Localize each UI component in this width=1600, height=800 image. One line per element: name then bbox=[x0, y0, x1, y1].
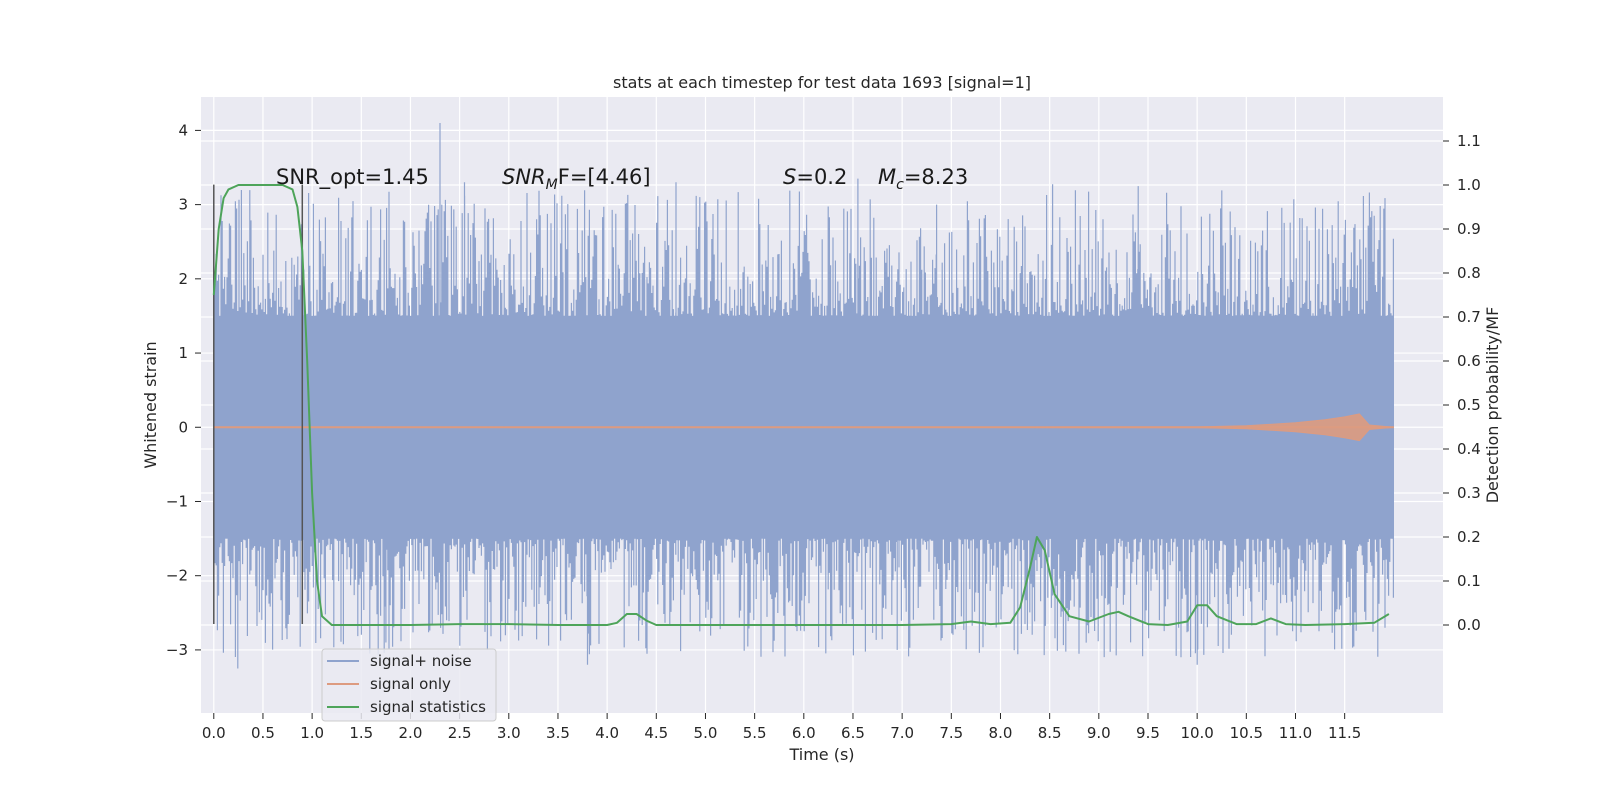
yl-tick-label-4: 1 bbox=[178, 344, 188, 362]
y-left-axis-label: Whitened strain bbox=[141, 341, 160, 468]
yr-tick-label-3: 0.3 bbox=[1457, 484, 1481, 502]
x-tick-label-10: 5.0 bbox=[694, 724, 718, 742]
yl-tick-label-0: −3 bbox=[166, 641, 188, 659]
x-tick-label-3: 1.5 bbox=[349, 724, 373, 742]
x-tick-label-11: 5.5 bbox=[743, 724, 767, 742]
legend-label-signal-only: signal only bbox=[370, 675, 451, 693]
x-tick-label-19: 9.5 bbox=[1136, 724, 1160, 742]
x-tick-label-6: 3.0 bbox=[497, 724, 521, 742]
x-tick-label-5: 2.5 bbox=[448, 724, 472, 742]
x-axis-label: Time (s) bbox=[788, 745, 854, 764]
annotation-snr-opt: SNR_opt=1.45 bbox=[276, 165, 429, 190]
x-tick-label-1: 0.5 bbox=[251, 724, 275, 742]
yr-tick-label-11: 1.1 bbox=[1457, 132, 1481, 150]
yr-tick-label-2: 0.2 bbox=[1457, 528, 1481, 546]
yl-tick-label-7: 4 bbox=[178, 121, 188, 139]
x-tick-label-2: 1.0 bbox=[300, 724, 324, 742]
yr-tick-label-6: 0.6 bbox=[1457, 352, 1481, 370]
yr-tick-label-0: 0.0 bbox=[1457, 616, 1481, 634]
annotation-snr-mf-main: SNR bbox=[502, 165, 546, 189]
x-axis-ticks: 0.0 0.5 1.0 1.5 2.0 2.5 3.0 3.5 4.0 4.5 5.0 5.5 6.0 6… bbox=[202, 713, 1361, 742]
annotation-snr-mf: SNRMF=[4.46] bbox=[502, 165, 651, 193]
statistics-line bbox=[212, 184, 1390, 626]
annotation-s-rest: =0.2 bbox=[796, 165, 847, 189]
annotation-s-main: S bbox=[783, 165, 796, 189]
yr-tick-label-10: 1.0 bbox=[1457, 176, 1481, 194]
signal-chirp bbox=[213, 413, 1394, 442]
x-tick-label-21: 10.5 bbox=[1230, 724, 1263, 742]
yr-tick-label-1: 0.1 bbox=[1457, 572, 1481, 590]
yr-tick-label-8: 0.8 bbox=[1457, 264, 1481, 282]
x-tick-label-15: 7.5 bbox=[939, 724, 963, 742]
chart-title: stats at each timestep for test data 169… bbox=[613, 73, 1031, 92]
yl-tick-label-6: 3 bbox=[178, 196, 188, 214]
x-tick-label-13: 6.5 bbox=[841, 724, 865, 742]
x-tick-label-4: 2.0 bbox=[399, 724, 423, 742]
signal-only-series bbox=[213, 413, 1394, 442]
yl-tick-label-3: 0 bbox=[178, 418, 188, 436]
annotation-snr-mf-sub: M bbox=[546, 177, 558, 193]
x-tick-label-18: 9.0 bbox=[1087, 724, 1111, 742]
yr-tick-label-7: 0.7 bbox=[1457, 308, 1481, 326]
yr-tick-label-5: 0.5 bbox=[1457, 396, 1481, 414]
legend-label-signal-noise: signal+ noise bbox=[370, 652, 472, 670]
annotation-s: S=0.2 bbox=[783, 165, 847, 189]
x-tick-label-17: 8.5 bbox=[1038, 724, 1062, 742]
x-tick-label-12: 6.0 bbox=[792, 724, 816, 742]
y-left-axis-ticks: −3 −2 −1 0 1 2 3 4 bbox=[166, 121, 201, 659]
x-tick-label-14: 7.0 bbox=[890, 724, 914, 742]
x-tick-label-7: 3.5 bbox=[546, 724, 570, 742]
yl-tick-label-2: −1 bbox=[166, 492, 188, 510]
signal-statistics-series bbox=[212, 184, 1390, 626]
legend-box bbox=[321, 648, 497, 722]
annotation-snr-mf-rest: F=[4.46] bbox=[558, 165, 651, 189]
x-tick-label-9: 4.5 bbox=[644, 724, 668, 742]
x-tick-label-8: 4.0 bbox=[595, 724, 619, 742]
x-tick-label-22: 11.0 bbox=[1279, 724, 1312, 742]
x-tick-label-0: 0.0 bbox=[202, 724, 226, 742]
legend-label-signal-statistics: signal statistics bbox=[370, 698, 486, 716]
y-right-axis-label: Detection probability/MF bbox=[1483, 307, 1502, 504]
annotation-mc-sub: c bbox=[896, 177, 904, 193]
annotation-mc-main: M bbox=[878, 165, 896, 189]
x-tick-label-23: 11.5 bbox=[1328, 724, 1361, 742]
yl-tick-label-1: −2 bbox=[166, 567, 188, 585]
annotation-mc: Mc=8.23 bbox=[878, 165, 968, 193]
yr-tick-label-4: 0.4 bbox=[1457, 440, 1481, 458]
x-tick-label-16: 8.0 bbox=[989, 724, 1013, 742]
yl-tick-label-5: 2 bbox=[178, 270, 188, 288]
x-tick-label-20: 10.0 bbox=[1180, 724, 1213, 742]
legend: signal+ noise signal only signal statist… bbox=[321, 648, 497, 722]
y-right-axis-ticks: 0.0 0.1 0.2 0.3 0.4 0.5 0.6 0.7 0.8 0.9 1.0 1.1 bbox=[1443, 132, 1481, 634]
yr-tick-label-9: 0.9 bbox=[1457, 220, 1481, 238]
annotation-mc-rest: =8.23 bbox=[904, 165, 968, 189]
